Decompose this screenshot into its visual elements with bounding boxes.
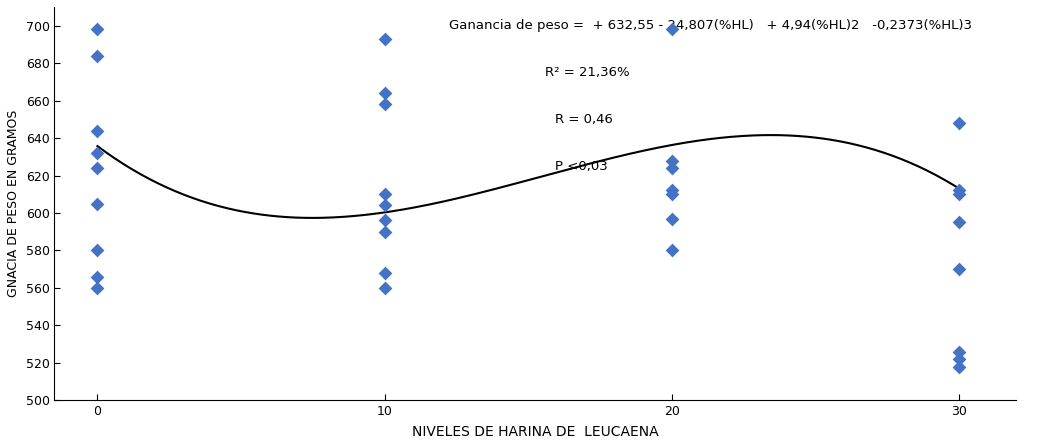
X-axis label: NIVELES DE HARINA DE  LEUCAENA: NIVELES DE HARINA DE LEUCAENA — [412, 425, 659, 439]
Text: P <0,03: P <0,03 — [555, 160, 607, 173]
Point — [89, 149, 106, 157]
Point — [663, 187, 680, 194]
Point — [376, 284, 393, 291]
Text: Ganancia de peso =  + 632,55 - 24,807(%HL)   + 4,94(%HL)2   -0,2373(%HL)3: Ganancia de peso = + 632,55 - 24,807(%HL… — [449, 19, 972, 32]
Point — [89, 200, 106, 207]
Point — [951, 120, 968, 127]
Point — [89, 247, 106, 254]
Point — [376, 101, 393, 108]
Point — [89, 127, 106, 134]
Point — [89, 26, 106, 33]
Point — [89, 165, 106, 172]
Point — [951, 355, 968, 363]
Point — [951, 265, 968, 273]
Point — [663, 157, 680, 164]
Point — [663, 165, 680, 172]
Point — [376, 35, 393, 42]
Text: R² = 21,36%: R² = 21,36% — [545, 66, 629, 79]
Point — [951, 363, 968, 370]
Point — [951, 187, 968, 194]
Point — [89, 52, 106, 59]
Point — [89, 284, 106, 291]
Point — [663, 247, 680, 254]
Point — [951, 348, 968, 355]
Point — [376, 217, 393, 224]
Point — [376, 269, 393, 277]
Point — [663, 190, 680, 198]
Point — [89, 273, 106, 280]
Point — [376, 202, 393, 209]
Point — [663, 215, 680, 222]
Point — [951, 190, 968, 198]
Point — [663, 26, 680, 33]
Point — [376, 228, 393, 235]
Point — [951, 219, 968, 226]
Text: R = 0,46: R = 0,46 — [555, 113, 612, 126]
Point — [376, 190, 393, 198]
Y-axis label: GNACIA DE PESO EN GRAMOS: GNACIA DE PESO EN GRAMOS — [7, 110, 20, 297]
Point — [376, 90, 393, 97]
